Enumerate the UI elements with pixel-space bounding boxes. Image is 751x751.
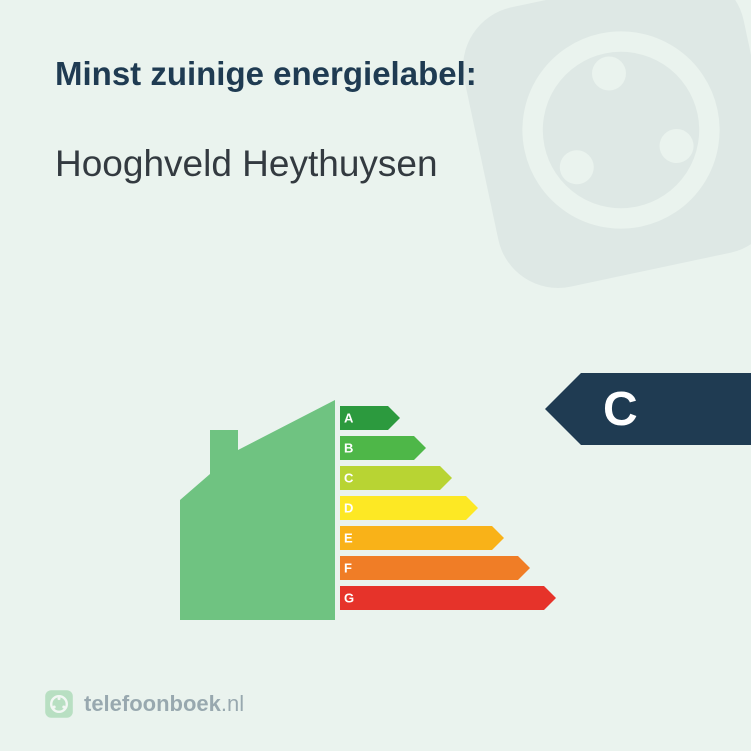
footer-text: telefoonboek .nl bbox=[84, 691, 244, 717]
badge-arrow-icon bbox=[545, 373, 581, 445]
brand-name-bold: telefoonboek bbox=[84, 691, 221, 717]
brand-name-tld: .nl bbox=[221, 691, 244, 717]
footer-brand: telefoonboek .nl bbox=[44, 689, 244, 719]
bar-label: C bbox=[344, 471, 353, 486]
page-subtitle: Hooghveld Heythuysen bbox=[55, 143, 696, 185]
bar-label: F bbox=[344, 561, 352, 576]
content-area: Minst zuinige energielabel: Hooghveld He… bbox=[0, 0, 751, 185]
house-icon bbox=[180, 400, 335, 620]
bar-label: B bbox=[344, 441, 353, 456]
badge-body: C bbox=[581, 373, 751, 445]
brand-logo-icon bbox=[44, 689, 74, 719]
bar-label: A bbox=[344, 411, 353, 426]
badge-letter: C bbox=[603, 382, 638, 437]
page-title: Minst zuinige energielabel: bbox=[55, 55, 696, 93]
bar-label: E bbox=[344, 531, 353, 546]
rating-badge: C bbox=[581, 373, 751, 445]
bar-label: G bbox=[344, 591, 354, 606]
bar-label: D bbox=[344, 501, 353, 516]
